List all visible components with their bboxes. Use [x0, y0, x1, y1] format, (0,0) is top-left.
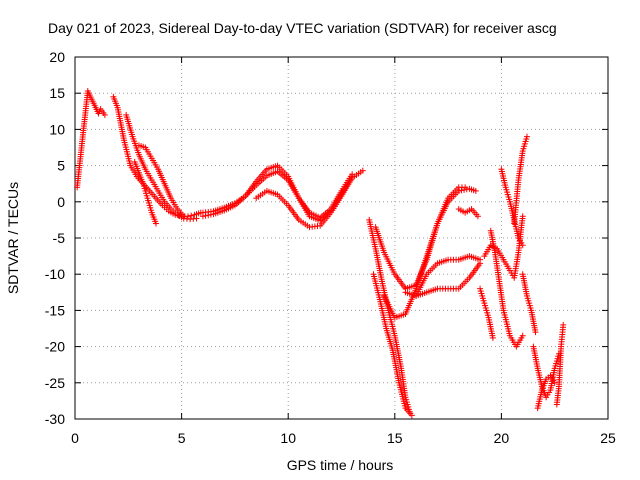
series-arc-18 [487, 227, 526, 350]
data-point [519, 213, 526, 220]
y-tick-label: -10 [45, 266, 65, 282]
y-tick-label: 0 [57, 194, 65, 210]
x-tick-label: 0 [71, 430, 79, 446]
series-arc-15 [455, 206, 481, 220]
data-point [207, 211, 214, 218]
y-tick-label: 5 [57, 158, 65, 174]
data-point [532, 329, 539, 336]
data-point [101, 111, 108, 118]
data-point [188, 212, 195, 219]
data-point [408, 412, 415, 419]
x-axis-label: GPS time / hours [287, 457, 394, 473]
x-tick-label: 25 [600, 430, 616, 446]
data-point [205, 212, 212, 219]
data-point [153, 220, 160, 227]
y-tick-label: -25 [45, 375, 65, 391]
series-arc-3 [123, 111, 200, 223]
y-tick-label: -15 [45, 302, 65, 318]
y-tick-label: -20 [45, 339, 65, 355]
series-arc-9 [366, 216, 413, 415]
series-arc-14 [413, 253, 484, 299]
data-point [474, 213, 481, 220]
y-tick-label: 20 [49, 49, 65, 65]
series-arc-17 [481, 213, 526, 281]
series-arc-21 [519, 271, 539, 336]
y-tick-label: 10 [49, 121, 65, 137]
series-arc-23 [534, 372, 558, 412]
data-point [455, 187, 462, 194]
series-arc-13 [402, 260, 484, 299]
y-tick-label: 15 [49, 85, 65, 101]
series-arc-5 [131, 158, 160, 227]
data-point [477, 256, 484, 263]
data-point [551, 379, 558, 386]
y-axis-label: SDTVAR / TECUs [5, 182, 21, 294]
data-point [461, 186, 468, 193]
y-tick-label: -30 [45, 411, 65, 427]
series-arc-10 [370, 271, 415, 419]
data-point [489, 334, 496, 341]
data-point [523, 133, 530, 140]
x-tick-label: 20 [494, 430, 510, 446]
series-arc-1 [74, 88, 108, 191]
series-arc-16 [477, 285, 496, 341]
series-arc-20 [511, 133, 530, 227]
data-points [74, 88, 567, 419]
axis-tick-labels: 0 5 10 15 20 25 -30 -25 -20 -15 -10 -5 0 5 10 15 20 [45, 49, 616, 446]
data-point [202, 212, 209, 219]
x-tick-label: 10 [280, 430, 296, 446]
data-point [519, 332, 526, 339]
data-point [560, 321, 567, 328]
series-arc-24 [553, 321, 567, 408]
data-point [359, 167, 366, 174]
x-tick-label: 5 [178, 430, 186, 446]
data-point [519, 242, 526, 249]
data-point [180, 213, 187, 220]
x-tick-label: 15 [387, 430, 403, 446]
series-arc-4 [135, 142, 187, 220]
data-point [199, 213, 206, 220]
data-point [458, 187, 465, 194]
data-point [193, 215, 200, 222]
chart-title: Day 021 of 2023, Sidereal Day-to-day VTE… [48, 20, 557, 36]
axis-ticks [74, 56, 609, 420]
data-point [472, 187, 479, 194]
series-arc-19 [498, 166, 526, 249]
series-arc-8 [253, 167, 366, 231]
y-tick-label: -5 [53, 230, 66, 246]
